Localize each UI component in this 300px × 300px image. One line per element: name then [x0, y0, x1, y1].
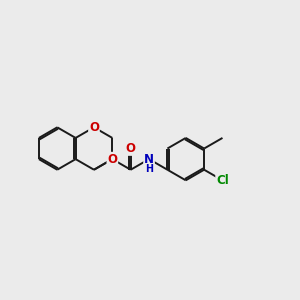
Text: Cl: Cl — [216, 174, 229, 187]
Text: H: H — [145, 164, 153, 174]
Text: O: O — [89, 121, 99, 134]
Text: O: O — [107, 153, 117, 166]
Text: N: N — [144, 153, 154, 166]
Text: O: O — [126, 142, 136, 155]
